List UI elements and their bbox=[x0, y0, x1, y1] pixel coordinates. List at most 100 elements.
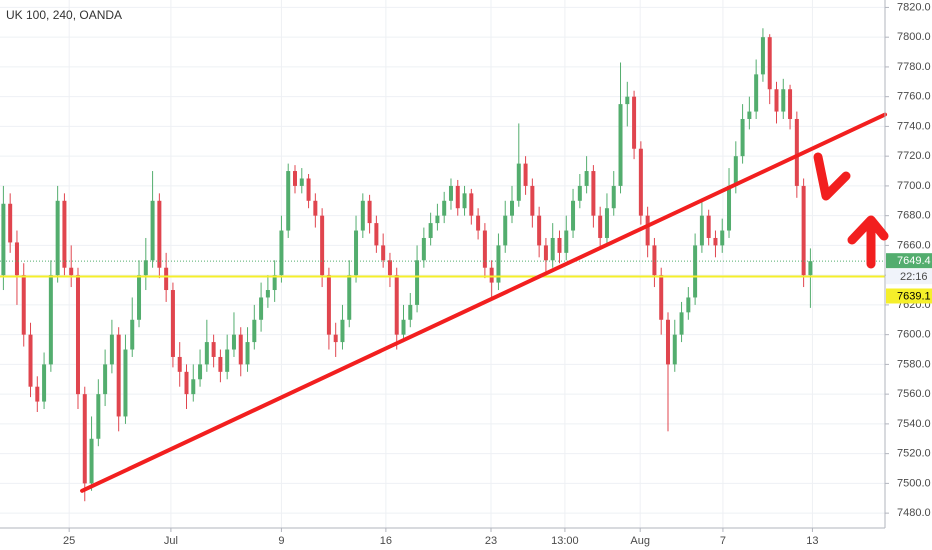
countdown-label: 22:16 bbox=[900, 271, 928, 283]
candle-body bbox=[604, 208, 609, 238]
x-tick-label: Aug bbox=[630, 535, 650, 547]
y-tick-label: 7660.0 bbox=[897, 239, 931, 251]
candle-body bbox=[523, 163, 528, 186]
candle-body bbox=[89, 438, 94, 484]
candle-body bbox=[320, 215, 325, 276]
candle-body bbox=[198, 364, 203, 380]
candle-body bbox=[55, 200, 60, 276]
candle-body bbox=[218, 356, 223, 372]
candle-body bbox=[82, 394, 87, 484]
candle-body bbox=[496, 245, 501, 283]
candle-body bbox=[177, 356, 182, 372]
candle-body bbox=[326, 275, 331, 335]
candle-body bbox=[611, 185, 616, 209]
trendline bbox=[80, 112, 887, 493]
candle-body bbox=[435, 215, 440, 224]
candle-body bbox=[665, 319, 670, 365]
candle-body bbox=[265, 290, 270, 298]
y-tick-label: 7500.0 bbox=[897, 477, 931, 489]
x-tick-label: 13 bbox=[806, 535, 818, 547]
candle-body bbox=[387, 260, 392, 276]
candle-body bbox=[754, 74, 759, 112]
candle-body bbox=[421, 237, 426, 261]
candle-body bbox=[28, 334, 33, 387]
candle-body bbox=[35, 386, 40, 402]
candle-body bbox=[340, 319, 345, 343]
y-tick-label: 7560.0 bbox=[897, 388, 931, 400]
last-price-tag bbox=[886, 253, 932, 269]
candle-body bbox=[652, 245, 657, 276]
candle-body bbox=[469, 193, 474, 216]
candle-body bbox=[645, 215, 650, 246]
candle-body bbox=[564, 230, 569, 253]
candle-body bbox=[781, 89, 786, 112]
candle-body bbox=[706, 215, 711, 238]
chart-title: UK 100, 240, OANDA bbox=[6, 8, 122, 22]
candle-body bbox=[286, 171, 291, 231]
candle-body bbox=[659, 275, 664, 320]
y-tick-label: 7580.0 bbox=[897, 358, 931, 370]
up-arrow bbox=[847, 215, 889, 269]
y-tick-label: 7720.0 bbox=[897, 150, 931, 162]
candle-body bbox=[123, 349, 128, 417]
countdown-tag bbox=[886, 269, 932, 285]
candle-body bbox=[550, 237, 555, 261]
candle-body bbox=[801, 185, 806, 276]
candle-body bbox=[510, 200, 515, 216]
x-tick-label: 9 bbox=[278, 535, 284, 547]
candle-body bbox=[543, 245, 548, 261]
x-tick-label: 25 bbox=[63, 535, 75, 547]
x-tick-label: 16 bbox=[380, 535, 392, 547]
candle-body bbox=[428, 223, 433, 238]
candle-body bbox=[401, 319, 406, 335]
candle-body bbox=[130, 319, 135, 350]
y-tick-label: 7520.0 bbox=[897, 448, 931, 460]
candle-body bbox=[252, 319, 257, 343]
candle-body bbox=[693, 245, 698, 298]
candle-body bbox=[164, 267, 169, 291]
y-tick-label: 7740.0 bbox=[897, 120, 931, 132]
candle-body bbox=[96, 394, 101, 439]
candle-body bbox=[808, 261, 813, 276]
candle-body bbox=[489, 267, 494, 283]
candle-body bbox=[259, 297, 264, 320]
y-tick-label: 7780.0 bbox=[897, 61, 931, 73]
support-tag bbox=[886, 288, 932, 304]
y-tick-label: 7820.0 bbox=[897, 1, 931, 13]
candle-body bbox=[279, 230, 284, 276]
candle-body bbox=[537, 215, 542, 246]
candle-body bbox=[360, 200, 365, 231]
y-tick-label: 7700.0 bbox=[897, 180, 931, 192]
x-tick-label: 7 bbox=[720, 535, 726, 547]
candle-body bbox=[14, 242, 19, 276]
candle-body bbox=[245, 342, 250, 365]
y-tick-label: 7540.0 bbox=[897, 418, 931, 430]
candle-body bbox=[632, 96, 637, 149]
down-arrow bbox=[813, 152, 851, 201]
y-tick-label: 7760.0 bbox=[897, 91, 931, 103]
candle-body bbox=[272, 275, 277, 291]
candle-body bbox=[672, 334, 677, 365]
candle-body bbox=[48, 275, 53, 365]
candle-body bbox=[367, 200, 372, 224]
candle-body bbox=[455, 185, 460, 209]
candle-body bbox=[618, 104, 623, 186]
candle-body bbox=[143, 260, 148, 276]
candle-body bbox=[62, 200, 67, 268]
candle-body bbox=[679, 312, 684, 335]
candle-body bbox=[788, 89, 793, 119]
x-tick-label: 23 bbox=[485, 535, 497, 547]
candle-body bbox=[42, 364, 47, 402]
candle-body bbox=[408, 304, 413, 320]
candle-body bbox=[69, 267, 74, 276]
candle-body bbox=[699, 215, 704, 246]
candle-body bbox=[638, 148, 643, 216]
candle-body bbox=[381, 245, 386, 261]
candle-body bbox=[8, 203, 13, 243]
candle-body bbox=[306, 178, 311, 201]
candle-body bbox=[760, 37, 765, 75]
candle-body bbox=[740, 118, 745, 157]
candle-body bbox=[747, 111, 752, 119]
candle-body bbox=[767, 37, 772, 90]
last-price-label: 7649.4 bbox=[897, 255, 931, 267]
